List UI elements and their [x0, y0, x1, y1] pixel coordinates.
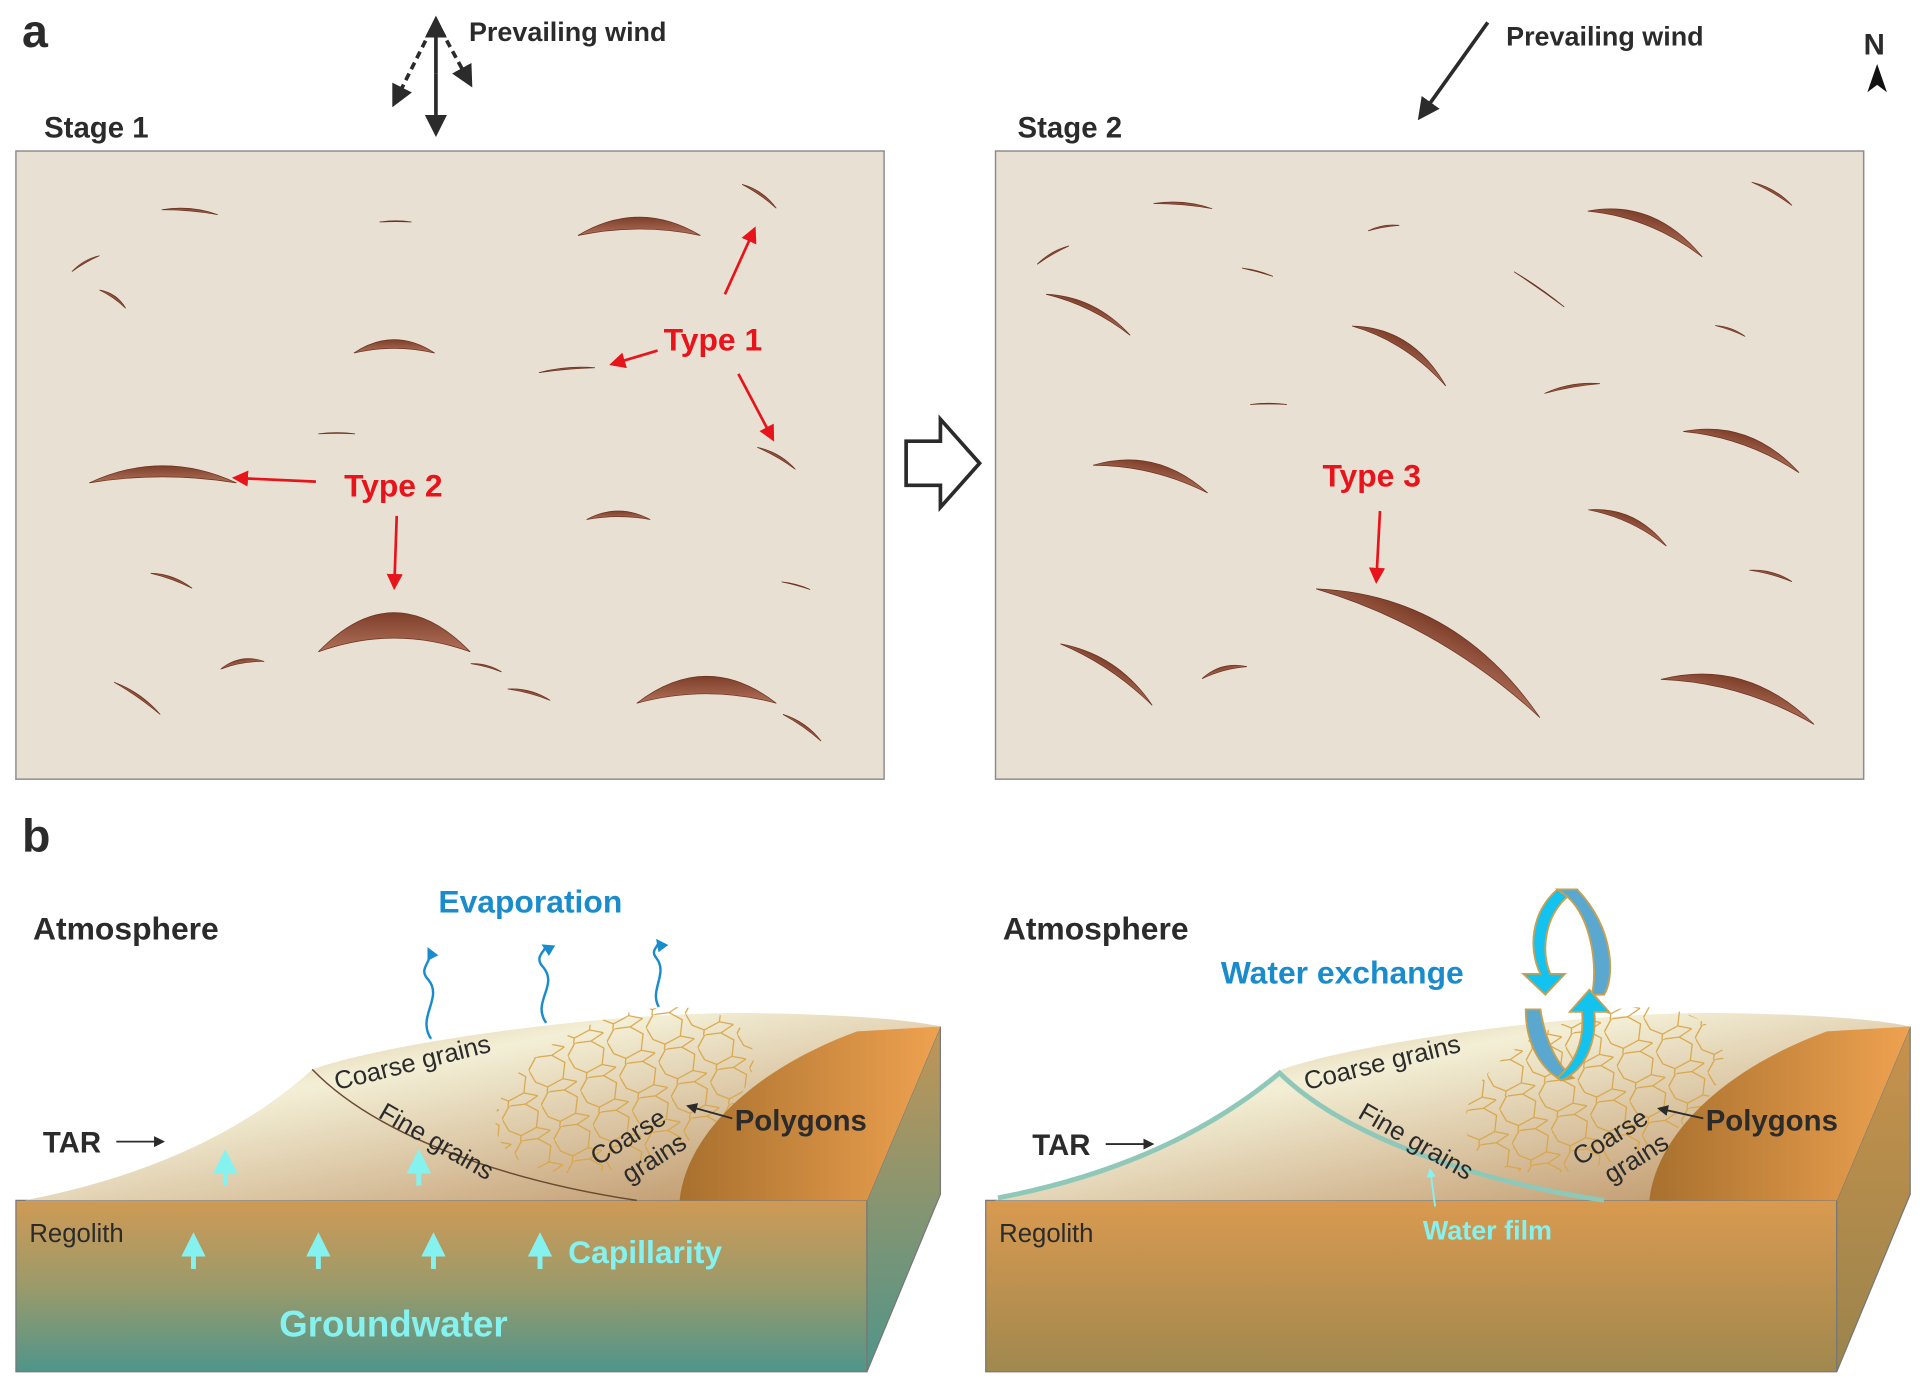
- block-diagram-water-exchange: [985, 1007, 1911, 1373]
- water-exchange-label: Water exchange: [1221, 955, 1464, 991]
- dune: [113, 681, 161, 715]
- north-arrow-icon: [1867, 64, 1887, 93]
- prevailing-wind-arrow-stage2: [1417, 21, 1490, 121]
- stage1-dunes: [71, 184, 822, 742]
- prevailing-wind-arrows-stage1: [392, 15, 473, 138]
- dune: [577, 216, 701, 236]
- panel-a-label: a: [22, 5, 49, 57]
- dune: [318, 612, 471, 653]
- type1-arrows: [609, 226, 775, 442]
- dune: [161, 207, 218, 216]
- type1-label: Type 1: [664, 322, 762, 358]
- polygons-label-right: Polygons: [1706, 1105, 1838, 1138]
- dune: [757, 446, 796, 470]
- evaporation-label: Evaporation: [438, 884, 622, 920]
- type2-arrows: [231, 470, 403, 591]
- dune: [781, 581, 811, 590]
- regolith-label-right: Regolith: [999, 1220, 1093, 1248]
- dune: [1588, 509, 1667, 547]
- prevailing-wind-label-stage2: Prevailing wind: [1506, 22, 1703, 52]
- dune: [1513, 271, 1565, 308]
- dune: [1715, 325, 1746, 337]
- polygons-arrow-right: [1657, 1105, 1704, 1120]
- water-exchange-cycle-icon: [1520, 888, 1612, 1082]
- dune: [1316, 588, 1541, 718]
- polygons-arrow-left: [686, 1103, 733, 1120]
- dune: [220, 658, 265, 670]
- dune: [1045, 293, 1131, 336]
- tar-label-right: TAR: [1032, 1129, 1090, 1162]
- stage1-map: [15, 150, 885, 780]
- dune: [1351, 325, 1447, 387]
- dune: [1751, 181, 1793, 206]
- atmosphere-label-left: Atmosphere: [33, 911, 219, 947]
- evaporation-arrows: [423, 938, 669, 1040]
- water-film-arrow: [1426, 1167, 1437, 1207]
- dune: [1201, 664, 1248, 679]
- type3-arrow: [1368, 510, 1386, 585]
- groundwater-label: Groundwater: [279, 1303, 508, 1344]
- dune: [1683, 428, 1800, 473]
- dune: [353, 339, 435, 354]
- atmosphere-label-right: Atmosphere: [1003, 911, 1189, 947]
- dune: [1367, 224, 1400, 232]
- dune: [1250, 402, 1287, 405]
- water-film-layer: [997, 1069, 1605, 1203]
- dune: [741, 184, 777, 209]
- dune: [1093, 459, 1208, 494]
- block-diagram-evaporation: [15, 1007, 942, 1373]
- north-label: N: [1864, 28, 1885, 61]
- stage2-dunes: [1036, 181, 1815, 725]
- dune: [507, 688, 551, 701]
- dune: [150, 572, 193, 589]
- capillarity-arrows: [181, 1148, 553, 1269]
- panel-b-label: b: [22, 809, 50, 861]
- dune: [538, 366, 596, 374]
- regolith-label-left: Regolith: [29, 1220, 123, 1248]
- dune: [1544, 382, 1601, 394]
- dune: [1153, 201, 1213, 210]
- dune: [318, 432, 356, 435]
- type3-label: Type 3: [1322, 458, 1420, 494]
- dune: [1036, 245, 1070, 265]
- capillarity-label: Capillarity: [568, 1234, 722, 1270]
- dune: [636, 676, 777, 704]
- water-film-label: Water film: [1423, 1216, 1552, 1246]
- type2-label: Type 2: [344, 467, 442, 503]
- prevailing-wind-label-stage1: Prevailing wind: [469, 17, 666, 47]
- tar-label-left: TAR: [43, 1127, 101, 1160]
- dune: [1060, 643, 1153, 706]
- dune: [1660, 673, 1815, 725]
- dune: [1242, 267, 1274, 277]
- stage2-title: Stage 2: [1018, 112, 1123, 145]
- dune: [1749, 569, 1793, 582]
- dune: [1587, 208, 1703, 258]
- dune: [99, 289, 127, 309]
- dune: [586, 510, 651, 520]
- dune: [782, 714, 822, 742]
- stage1-title: Stage 1: [44, 112, 149, 145]
- polygons-label-left: Polygons: [735, 1105, 867, 1138]
- dune: [71, 255, 100, 272]
- dune: [470, 663, 502, 673]
- dune: [379, 220, 412, 223]
- transition-arrow-icon: [904, 414, 983, 513]
